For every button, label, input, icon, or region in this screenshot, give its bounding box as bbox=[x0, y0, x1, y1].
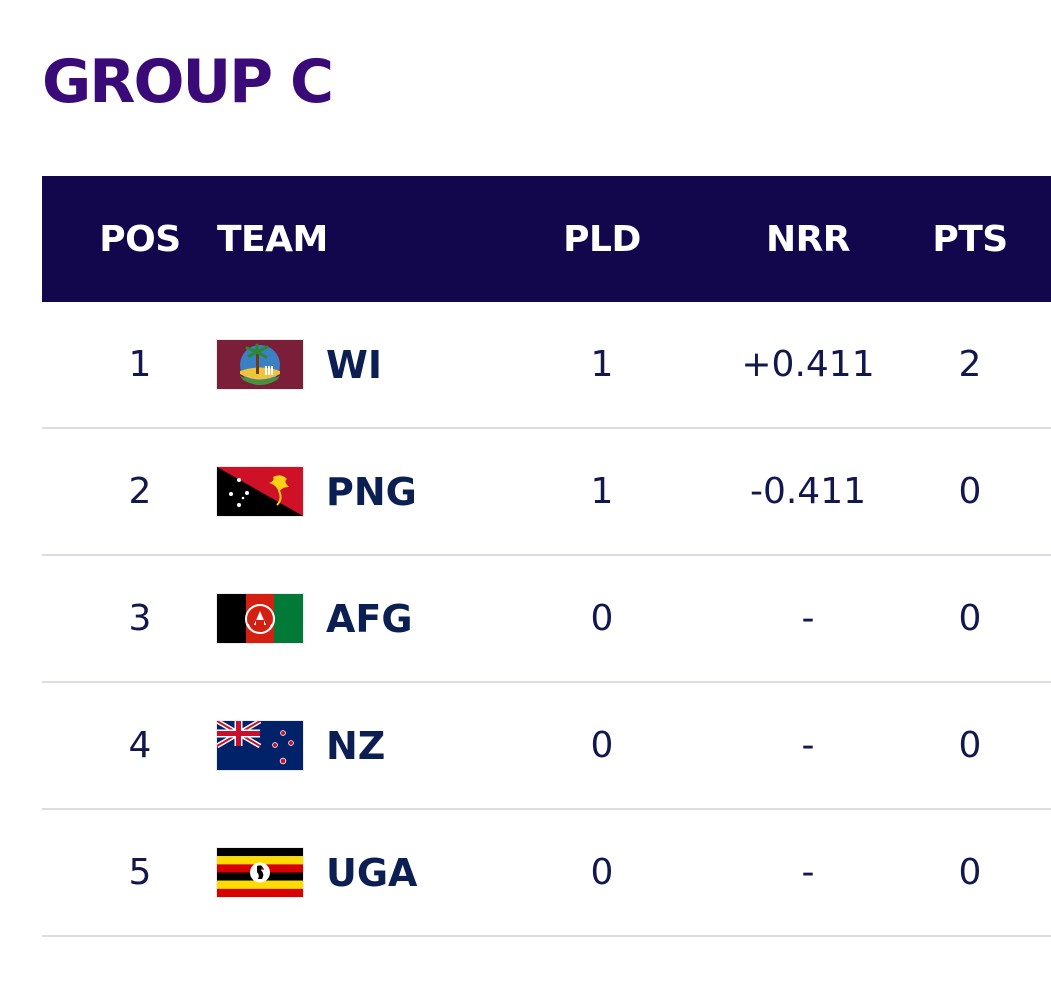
page-title: GROUP C bbox=[42, 47, 334, 117]
position-cell: 4 bbox=[128, 725, 152, 766]
uganda-flag-icon bbox=[217, 848, 303, 897]
nrr-cell: - bbox=[801, 725, 815, 766]
table-row[interactable]: 2 PNG 1 -0.411 0 bbox=[42, 429, 1051, 556]
points-cell: 0 bbox=[958, 471, 982, 512]
team-code: WI bbox=[326, 342, 383, 387]
papua-new-guinea-flag-icon bbox=[217, 467, 303, 516]
header-nrr[interactable]: NRR bbox=[765, 218, 851, 260]
team-code: UGA bbox=[326, 850, 418, 895]
nrr-cell: - bbox=[801, 852, 815, 893]
played-cell: 0 bbox=[590, 725, 614, 766]
table-row[interactable]: 1 WI 1 +0.411 2 bbox=[42, 302, 1051, 429]
team-code: AFG bbox=[326, 596, 413, 641]
table-row[interactable]: 3 AFG 0 - 0 bbox=[42, 556, 1051, 683]
new-zealand-flag-icon bbox=[217, 721, 303, 770]
points-cell: 0 bbox=[958, 852, 982, 893]
header-team[interactable]: TEAM bbox=[217, 218, 328, 260]
nrr-cell: - bbox=[801, 598, 815, 639]
table-row[interactable]: 4 NZ 0 - 0 bbox=[42, 683, 1051, 810]
played-cell: 1 bbox=[590, 344, 614, 385]
team-cell[interactable]: AFG bbox=[217, 556, 547, 681]
position-cell: 1 bbox=[128, 344, 152, 385]
points-cell: 0 bbox=[958, 598, 982, 639]
played-cell: 0 bbox=[590, 598, 614, 639]
standings-table: POS TEAM PLD NRR PTS 1 WI 1 +0.411 2 bbox=[42, 176, 1051, 937]
header-pts[interactable]: PTS bbox=[932, 218, 1008, 260]
played-cell: 1 bbox=[590, 471, 614, 512]
header-pos[interactable]: POS bbox=[99, 218, 181, 260]
nrr-cell: +0.411 bbox=[741, 344, 875, 385]
position-cell: 3 bbox=[128, 598, 152, 639]
table-row[interactable]: 5 UGA 0 - 0 bbox=[42, 810, 1051, 937]
position-cell: 2 bbox=[128, 471, 152, 512]
points-cell: 0 bbox=[958, 725, 982, 766]
afghanistan-flag-icon bbox=[217, 594, 303, 643]
position-cell: 5 bbox=[128, 852, 152, 893]
team-cell[interactable]: PNG bbox=[217, 429, 547, 554]
table-header: POS TEAM PLD NRR PTS bbox=[42, 176, 1051, 302]
team-cell[interactable]: WI bbox=[217, 302, 547, 427]
header-pld[interactable]: PLD bbox=[563, 218, 641, 260]
team-cell[interactable]: UGA bbox=[217, 810, 547, 935]
west-indies-flag-icon bbox=[217, 340, 303, 389]
team-code: PNG bbox=[326, 469, 417, 514]
played-cell: 0 bbox=[590, 852, 614, 893]
points-cell: 2 bbox=[958, 344, 982, 385]
team-cell[interactable]: NZ bbox=[217, 683, 547, 808]
nrr-cell: -0.411 bbox=[749, 471, 867, 512]
team-code: NZ bbox=[326, 723, 386, 768]
